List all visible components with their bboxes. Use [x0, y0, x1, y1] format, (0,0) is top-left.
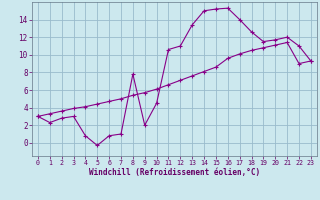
- X-axis label: Windchill (Refroidissement éolien,°C): Windchill (Refroidissement éolien,°C): [89, 168, 260, 177]
